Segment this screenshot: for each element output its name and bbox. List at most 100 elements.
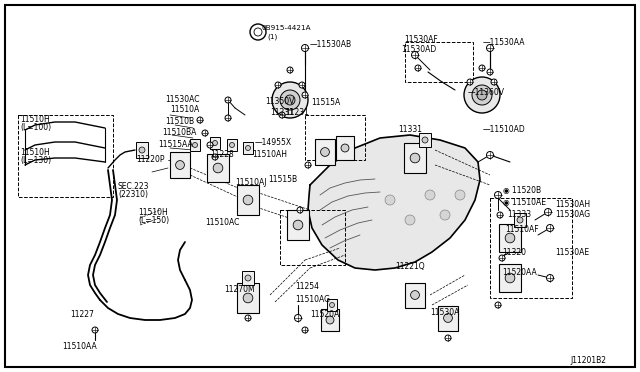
Circle shape <box>305 162 311 168</box>
Circle shape <box>254 28 262 36</box>
Circle shape <box>246 145 250 151</box>
Bar <box>243 142 253 154</box>
Text: 11231: 11231 <box>270 108 294 117</box>
Text: (22310): (22310) <box>118 190 148 199</box>
Text: 11530AG: 11530AG <box>555 210 590 219</box>
Circle shape <box>212 154 218 160</box>
Circle shape <box>495 192 502 199</box>
Circle shape <box>472 85 492 105</box>
Text: 11510AC: 11510AC <box>205 218 239 227</box>
Bar <box>287 210 309 240</box>
Bar <box>170 152 190 178</box>
Text: ◉ 11510AE: ◉ 11510AE <box>503 198 546 207</box>
Circle shape <box>213 163 223 173</box>
Text: 11320: 11320 <box>502 248 526 257</box>
Circle shape <box>139 147 145 153</box>
Circle shape <box>321 148 330 156</box>
Text: (1): (1) <box>267 34 277 41</box>
Text: 11510AF: 11510AF <box>505 225 539 234</box>
Circle shape <box>445 335 451 341</box>
Circle shape <box>275 82 281 88</box>
Circle shape <box>302 327 308 333</box>
Text: ◉ 11520B: ◉ 11520B <box>503 186 541 195</box>
Text: 11510A: 11510A <box>170 105 199 114</box>
Text: 11510AJ: 11510AJ <box>235 178 266 187</box>
Circle shape <box>243 293 253 303</box>
Bar <box>242 271 254 285</box>
Text: (L=150): (L=150) <box>138 216 169 225</box>
Circle shape <box>280 90 300 110</box>
Circle shape <box>293 220 303 230</box>
Text: 11530A: 11530A <box>430 308 460 317</box>
Bar <box>438 305 458 330</box>
Circle shape <box>301 45 308 51</box>
Circle shape <box>225 97 231 103</box>
Text: —11360V: —11360V <box>468 88 505 97</box>
Circle shape <box>415 65 421 71</box>
Circle shape <box>294 314 301 321</box>
Circle shape <box>92 327 98 333</box>
Bar <box>405 282 425 308</box>
Text: 11221Q: 11221Q <box>395 262 424 271</box>
Circle shape <box>207 142 213 148</box>
Circle shape <box>302 92 308 98</box>
Text: 11515A: 11515A <box>311 98 340 107</box>
Circle shape <box>444 314 452 323</box>
Bar <box>321 309 339 331</box>
Text: (L=100): (L=100) <box>20 123 51 132</box>
Circle shape <box>505 233 515 243</box>
Circle shape <box>341 144 349 152</box>
Circle shape <box>517 217 523 223</box>
Bar <box>305 115 365 160</box>
Bar <box>18 115 113 197</box>
Bar <box>490 198 572 298</box>
Circle shape <box>245 315 251 321</box>
Bar <box>499 264 521 292</box>
Text: SEC.223: SEC.223 <box>118 182 150 191</box>
Circle shape <box>479 65 485 71</box>
Circle shape <box>250 24 266 40</box>
Text: 11510AA: 11510AA <box>62 342 97 351</box>
Bar <box>419 133 431 147</box>
Circle shape <box>410 153 420 163</box>
Text: 11350V: 11350V <box>265 97 294 106</box>
Bar <box>136 142 148 158</box>
Text: 11331: 11331 <box>398 125 422 134</box>
Circle shape <box>272 82 308 118</box>
Circle shape <box>467 79 473 85</box>
Text: J11201B2: J11201B2 <box>570 356 606 365</box>
Circle shape <box>299 82 305 88</box>
Text: —11530AB: —11530AB <box>310 40 352 49</box>
Text: 11510H: 11510H <box>20 115 50 124</box>
Circle shape <box>491 79 497 85</box>
Circle shape <box>499 255 505 261</box>
Text: 11515B: 11515B <box>268 175 297 184</box>
Circle shape <box>243 195 253 205</box>
Bar <box>315 139 335 165</box>
Text: 11510H: 11510H <box>138 208 168 217</box>
Circle shape <box>545 208 552 215</box>
Circle shape <box>245 275 251 281</box>
Circle shape <box>230 142 234 148</box>
Bar <box>404 143 426 173</box>
Text: —14955X: —14955X <box>255 138 292 147</box>
Circle shape <box>486 151 493 158</box>
Circle shape <box>455 190 465 200</box>
Bar <box>514 213 526 227</box>
Circle shape <box>505 273 515 283</box>
Text: 11510H: 11510H <box>20 148 50 157</box>
Text: 11530AH: 11530AH <box>555 200 590 209</box>
Text: 11530AC: 11530AC <box>165 95 200 104</box>
Circle shape <box>495 302 501 308</box>
Text: 11510B: 11510B <box>165 117 194 126</box>
Text: 11510AH: 11510AH <box>252 150 287 159</box>
Circle shape <box>405 215 415 225</box>
Bar <box>227 139 237 151</box>
Bar <box>190 139 200 151</box>
Bar <box>499 224 521 252</box>
Bar <box>237 283 259 313</box>
Circle shape <box>412 51 419 58</box>
Circle shape <box>212 141 218 145</box>
Circle shape <box>547 275 554 282</box>
Text: 11231: 11231 <box>285 108 309 117</box>
